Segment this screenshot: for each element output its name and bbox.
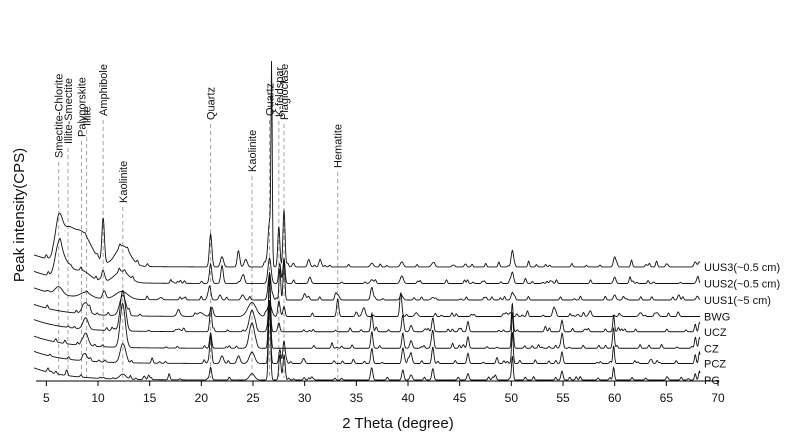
sample-label: UUS3(~0.5 cm) <box>704 262 780 274</box>
mineral-label: Illite-Smectite <box>63 78 75 144</box>
x-tick-label: 20 <box>195 391 209 405</box>
mineral-label: Illite <box>82 106 94 126</box>
trace-uus3-0-5-cm- <box>33 60 701 268</box>
trace-pg <box>33 303 701 381</box>
sample-label: UCZ <box>704 327 727 339</box>
x-tick-label: 70 <box>711 391 725 405</box>
x-tick-label: 55 <box>556 391 570 405</box>
mineral-label: Kaolinite <box>247 130 259 172</box>
mineral-label: K-feldspar <box>274 67 286 117</box>
trace-uus1-5-cm- <box>33 258 701 301</box>
mineral-label: Plagioclase <box>279 64 291 120</box>
trace-bwg <box>33 292 700 317</box>
trace-cz <box>33 272 701 349</box>
sample-label: PG <box>704 375 720 387</box>
sample-labels: UUS3(~0.5 cm) UUS2(~0.5 cm) UUS1(~5 cm) BWG… <box>704 262 780 387</box>
mineral-label: Palygorskite <box>76 77 88 137</box>
x-tick-label: 25 <box>246 391 260 405</box>
x-tick-label: 30 <box>298 391 312 405</box>
mineral-label: Hematite <box>333 124 345 168</box>
mineral-label: Amphibole <box>98 64 110 116</box>
x-tick-label: 60 <box>608 391 622 405</box>
mineral-label: Smectite-Chlorite <box>54 74 66 158</box>
sample-label: PCZ <box>704 359 726 371</box>
mineral-label: Kaolinite <box>118 161 130 203</box>
diffraction-traces <box>33 60 701 381</box>
sample-label: UUS1(~5 cm) <box>704 295 771 307</box>
sample-label: CZ <box>704 343 719 355</box>
x-tick-label: 65 <box>660 391 674 405</box>
y-axis-label: Peak intensity(CPS) <box>11 148 28 282</box>
x-tick-label: 35 <box>350 391 364 405</box>
mineral-label: Quartz <box>206 87 218 120</box>
trace-uus2-0-5-cm- <box>33 237 701 284</box>
sample-label: UUS2(~0.5 cm) <box>704 278 780 290</box>
trace-pcz <box>33 299 701 364</box>
x-tick-label: 45 <box>453 391 467 405</box>
x-tick-label: 40 <box>401 391 415 405</box>
mineral-reference-lines <box>58 120 339 378</box>
x-axis-ticks: 5 10 15 20 25 30 35 40 45 50 55 60 65 70 <box>43 381 725 405</box>
mineral-label: Quartz <box>265 83 277 116</box>
x-axis-label: 2 Theta (degree) <box>342 415 453 432</box>
x-tick-label: 10 <box>91 391 105 405</box>
x-tick-label: 50 <box>505 391 519 405</box>
x-tick-label: 15 <box>143 391 157 405</box>
trace-ucz <box>33 280 701 333</box>
x-tick-label: 5 <box>43 391 50 405</box>
sample-label: BWG <box>704 312 730 324</box>
